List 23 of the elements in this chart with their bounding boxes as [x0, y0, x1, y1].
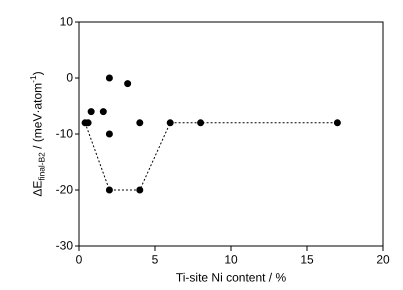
y-tick-label: 10 [60, 14, 74, 28]
y-tick-label: -20 [56, 182, 74, 196]
point [100, 108, 107, 116]
x-tick-label: 0 [76, 252, 83, 267]
point [136, 186, 144, 194]
x-tick-label: 5 [152, 252, 159, 267]
x-tick-label: 15 [300, 252, 314, 267]
y-tick-label: -10 [56, 126, 74, 140]
y-tick-label: 0 [66, 70, 74, 84]
x-axis-title: Ti-site Ni content / % [176, 270, 286, 284]
x-tick-label: 20 [376, 252, 390, 267]
point [106, 74, 113, 82]
y-axis-title: ΔEfinal-B2 / (meV·atom-1) [28, 71, 47, 197]
point [106, 186, 113, 194]
x-tick-label: 10 [224, 252, 238, 267]
point [88, 108, 95, 116]
point [136, 119, 144, 126]
point [334, 119, 341, 126]
point [106, 130, 113, 138]
point [124, 80, 132, 88]
point [166, 119, 174, 126]
y-tick-label: -30 [56, 238, 74, 252]
point [197, 119, 204, 126]
